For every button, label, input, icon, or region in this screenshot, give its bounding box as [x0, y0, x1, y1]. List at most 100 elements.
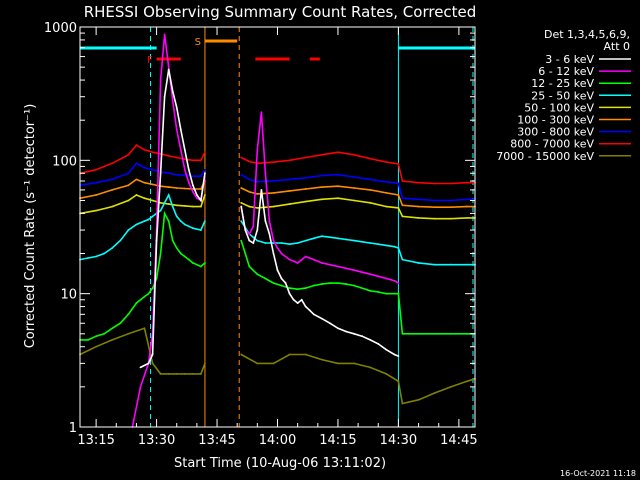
data-point-2-38	[345, 283, 347, 285]
data-point-7-26	[401, 180, 404, 182]
data-point-0-35	[320, 317, 323, 320]
data-point-2-31	[288, 287, 291, 290]
data-point-7-6	[151, 151, 154, 154]
data-point-5-12	[200, 188, 202, 190]
data-point-1-38	[369, 273, 372, 276]
data-point-5-20	[320, 186, 323, 188]
data-point-0-12	[191, 184, 194, 187]
data-point-1-33	[328, 263, 331, 266]
data-point-8-3	[127, 332, 130, 335]
data-point-0-8	[175, 106, 178, 109]
data-point-2-45	[397, 292, 400, 295]
data-point-1-37	[361, 271, 364, 274]
data-point-0-36	[328, 322, 331, 325]
data-point-3-24	[240, 220, 243, 223]
data-point-5-1	[95, 194, 98, 196]
data-point-6-29	[449, 199, 452, 202]
data-point-3-41	[377, 243, 380, 246]
data-point-3-2	[95, 255, 98, 258]
data-point-4-22	[353, 199, 355, 202]
data-point-3-35	[328, 236, 331, 239]
data-point-0-7	[171, 90, 174, 93]
x-tick-label-2: 13:45	[198, 433, 235, 448]
data-point-0-31	[300, 298, 303, 301]
legend-label-8: 7000 - 15000 keV	[496, 150, 594, 163]
data-point-7-10	[183, 158, 186, 161]
data-point-0-41	[369, 339, 372, 341]
data-point-4-21	[337, 197, 339, 200]
y-tick-label-0: 1	[69, 421, 77, 436]
data-point-3-17	[179, 220, 182, 223]
data-point-0-24	[272, 252, 275, 255]
data-point-6-28	[433, 199, 436, 202]
data-point-3-33	[312, 237, 315, 240]
data-point-2-3	[103, 332, 106, 335]
data-point-6-30	[466, 198, 468, 201]
data-point-8-9	[183, 373, 186, 375]
data-point-1-9	[175, 128, 178, 131]
data-point-3-39	[361, 240, 364, 243]
data-point-5-28	[433, 206, 436, 209]
data-point-8-19	[337, 362, 339, 365]
data-point-5-8	[167, 186, 170, 188]
plot-area: FS	[79, 27, 476, 428]
data-point-2-44	[393, 292, 396, 295]
data-point-5-25	[397, 194, 400, 196]
series-line-800-7000-keV	[79, 144, 475, 185]
data-point-6-14	[240, 173, 243, 176]
data-point-2-9	[147, 292, 150, 295]
data-point-5-4	[135, 178, 138, 181]
x-tick-label-6: 14:45	[440, 433, 477, 448]
data-point-2-16	[175, 247, 178, 249]
data-point-4-11	[191, 205, 194, 208]
data-point-8-23	[397, 380, 400, 383]
data-point-0-13	[195, 194, 198, 196]
data-point-6-6	[151, 168, 154, 171]
data-point-2-40	[361, 287, 364, 290]
data-point-1-10	[179, 148, 182, 151]
data-point-7-30	[466, 181, 468, 184]
data-point-7-11	[191, 159, 194, 162]
data-point-7-4	[135, 144, 138, 147]
data-point-8-2	[111, 339, 114, 341]
data-point-0-26	[280, 277, 283, 280]
data-point-5-21	[337, 185, 339, 188]
data-point-0-25	[276, 269, 279, 272]
data-point-1-5	[159, 79, 162, 81]
data-point-0-6	[167, 68, 170, 71]
data-point-0-40	[361, 335, 364, 338]
data-point-0-21	[260, 189, 263, 191]
data-point-4-25	[397, 206, 400, 209]
data-point-0-16	[240, 205, 243, 208]
data-point-2-32	[296, 288, 299, 291]
data-point-7-24	[385, 161, 388, 163]
data-point-2-11	[155, 277, 158, 280]
data-point-1-30	[304, 255, 307, 258]
data-point-0-30	[296, 302, 299, 304]
data-point-6-1	[95, 181, 98, 184]
data-point-4-20	[320, 198, 323, 201]
data-point-0-29	[292, 298, 295, 301]
data-point-2-2	[95, 335, 98, 338]
data-point-4-1	[95, 209, 98, 212]
data-point-3-40	[369, 242, 372, 244]
data-point-1-32	[320, 262, 323, 264]
data-point-2-35	[320, 283, 323, 285]
data-point-0-23	[268, 233, 271, 235]
data-point-2-22	[200, 265, 202, 268]
data-point-0-2	[151, 353, 154, 356]
legend-header-1: Att 0	[604, 40, 630, 53]
data-point-7-2	[111, 162, 114, 165]
data-point-3-32	[304, 239, 307, 242]
data-point-6-17	[272, 180, 275, 182]
data-point-6-26	[401, 197, 404, 200]
data-point-3-23	[204, 220, 206, 223]
data-point-2-23	[204, 262, 206, 264]
data-point-5-27	[417, 205, 420, 208]
data-point-3-34	[320, 235, 323, 238]
data-point-3-10	[151, 215, 154, 218]
data-point-2-13	[163, 212, 166, 215]
data-point-4-3	[127, 199, 130, 202]
data-point-0-1	[147, 362, 150, 365]
data-point-2-30	[280, 284, 283, 287]
